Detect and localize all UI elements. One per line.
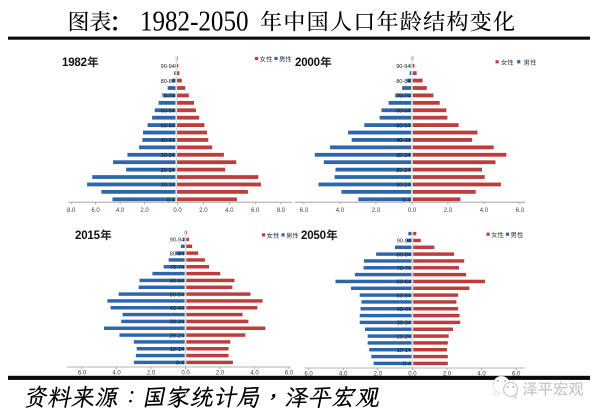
svg-text:4.0: 4.0	[225, 208, 234, 214]
svg-text:30-34: 30-34	[161, 153, 175, 159]
svg-text:30-34: 30-34	[397, 321, 411, 327]
svg-text:6.0: 6.0	[304, 372, 313, 378]
svg-text:0-4: 0-4	[403, 362, 411, 368]
svg-text:2.0: 2.0	[372, 208, 381, 214]
svg-text:10-14: 10-14	[170, 347, 184, 353]
svg-text:4.0: 4.0	[112, 371, 121, 377]
svg-text:0-4: 0-4	[402, 198, 410, 204]
svg-text:0-4: 0-4	[176, 361, 184, 367]
svg-text:40-44: 40-44	[170, 306, 184, 312]
svg-text:50-54: 50-54	[161, 123, 175, 129]
svg-text:70-74: 70-74	[170, 265, 184, 271]
svg-text:4.0: 4.0	[116, 208, 125, 214]
svg-text:6.0: 6.0	[91, 208, 100, 214]
svg-text:90-94: 90-94	[161, 64, 175, 70]
svg-text:70-74: 70-74	[397, 266, 411, 272]
svg-text:40-44: 40-44	[397, 307, 411, 313]
svg-text:90-94: 90-94	[396, 64, 410, 70]
svg-text:20-24: 20-24	[170, 333, 184, 339]
svg-text:2.0: 2.0	[374, 372, 383, 378]
svg-text:2015: 2015	[75, 230, 101, 242]
svg-text:2.0: 2.0	[147, 371, 156, 377]
svg-text:8.0: 8.0	[67, 208, 76, 214]
svg-text:90-94: 90-94	[170, 238, 184, 244]
svg-text:50-54: 50-54	[170, 292, 184, 298]
svg-text:0.0: 0.0	[408, 208, 417, 214]
svg-text:20-24: 20-24	[396, 168, 410, 174]
svg-text:60-64: 60-64	[396, 109, 410, 115]
svg-text:70-74: 70-74	[396, 94, 410, 100]
svg-text:6.0: 6.0	[516, 208, 525, 214]
svg-text:40-44: 40-44	[161, 138, 175, 144]
svg-text:50-54: 50-54	[396, 123, 410, 129]
svg-text:6.0: 6.0	[78, 371, 87, 377]
svg-text:0-4: 0-4	[167, 198, 175, 204]
svg-text:20-24: 20-24	[397, 334, 411, 340]
svg-text:6.0: 6.0	[512, 372, 521, 378]
svg-text:6.0: 6.0	[285, 371, 294, 377]
svg-text:10-14: 10-14	[397, 348, 411, 354]
svg-text:10-14: 10-14	[396, 183, 410, 189]
svg-text:2.0: 2.0	[140, 208, 149, 214]
svg-text:2050: 2050	[301, 230, 326, 242]
svg-text:90-94: 90-94	[397, 239, 411, 245]
svg-text:0.0: 0.0	[408, 372, 417, 378]
svg-text:80-84: 80-84	[397, 252, 411, 258]
svg-text:2.0: 2.0	[199, 208, 208, 214]
svg-text:60-64: 60-64	[397, 280, 411, 286]
svg-text:6.0: 6.0	[300, 208, 309, 214]
svg-text:50-54: 50-54	[397, 293, 411, 299]
svg-text:70-74: 70-74	[161, 94, 175, 100]
svg-text:80-84: 80-84	[161, 79, 175, 85]
svg-text:4.0: 4.0	[480, 208, 489, 214]
svg-text:30-34: 30-34	[170, 320, 184, 326]
svg-text:30-34: 30-34	[396, 153, 410, 159]
svg-text:0.0: 0.0	[181, 371, 190, 377]
svg-text:8.0: 8.0	[277, 208, 286, 214]
svg-text:4.0: 4.0	[336, 208, 345, 214]
svg-text:2.0: 2.0	[216, 371, 225, 377]
svg-text:2000: 2000	[295, 57, 320, 69]
svg-text:6.0: 6.0	[251, 208, 260, 214]
svg-text:4.0: 4.0	[250, 371, 259, 377]
svg-text:80-84: 80-84	[170, 251, 184, 257]
svg-text:80-84: 80-84	[396, 79, 410, 85]
svg-text:2.0: 2.0	[444, 208, 453, 214]
svg-text:4.0: 4.0	[339, 372, 348, 378]
svg-text:1982: 1982	[62, 57, 87, 69]
svg-text:2.0: 2.0	[443, 372, 452, 378]
svg-text:20-24: 20-24	[161, 168, 175, 174]
svg-text:10-14: 10-14	[161, 183, 175, 189]
svg-text:60-64: 60-64	[161, 109, 175, 115]
svg-text:60-64: 60-64	[170, 279, 184, 285]
svg-text:0.0: 0.0	[173, 208, 182, 214]
svg-text:40-44: 40-44	[396, 138, 410, 144]
svg-text:1982-2050: 1982-2050	[140, 7, 249, 38]
svg-text:4.0: 4.0	[477, 372, 486, 378]
